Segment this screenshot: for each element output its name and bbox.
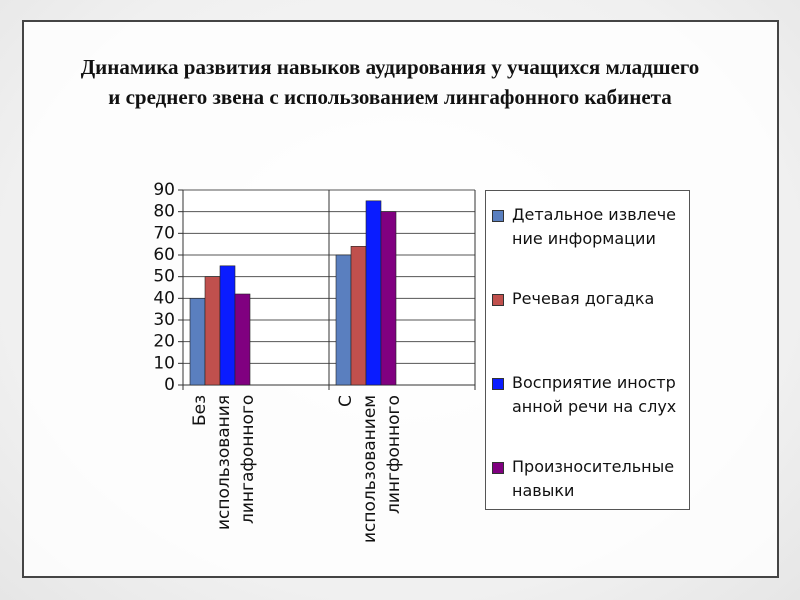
y-tick-label: 10 (153, 353, 175, 373)
bar (204, 276, 221, 386)
y-tick-label: 80 (153, 202, 175, 222)
y-tick-label: 0 (164, 375, 175, 395)
legend-entry: Речевая догадка (492, 287, 682, 311)
legend-swatch (492, 378, 504, 390)
y-tick-label: 40 (153, 288, 175, 308)
bar (219, 265, 236, 386)
y-tick-label: 70 (153, 223, 175, 243)
legend-entry: Детальное извлечение информации (492, 203, 682, 251)
y-tick-label: 20 (153, 332, 175, 352)
y-tick-label: 50 (153, 267, 175, 287)
legend-label: Восприятие иностранной речи на слух (512, 373, 677, 416)
x-tick-label: Без использования лингафонного (190, 395, 258, 531)
bar (350, 246, 367, 386)
y-tick-label: 90 (153, 180, 175, 200)
y-tick-label: 60 (153, 245, 175, 265)
legend-label: Детальное извлечение информации (512, 205, 677, 248)
bar (380, 211, 397, 386)
legend-swatch (492, 210, 504, 222)
bar (335, 254, 352, 386)
bar (189, 298, 206, 386)
legend: Детальное извлечение информации Речевая д… (485, 190, 690, 510)
legend-swatch (492, 462, 504, 474)
legend-entry: Произносительные навыки (492, 455, 682, 503)
bar (234, 293, 251, 386)
chart-title: Динамика развития навыков аудирования у … (80, 55, 700, 109)
y-tick-label: 30 (153, 310, 175, 330)
legend-label: Произносительные навыки (512, 457, 675, 500)
bar (365, 200, 382, 386)
x-tick-label: С использованием лингфонного (336, 395, 404, 544)
legend-swatch (492, 294, 504, 306)
legend-entry: Восприятие иностранной речи на слух (492, 371, 682, 419)
legend-label: Речевая догадка (512, 289, 655, 308)
